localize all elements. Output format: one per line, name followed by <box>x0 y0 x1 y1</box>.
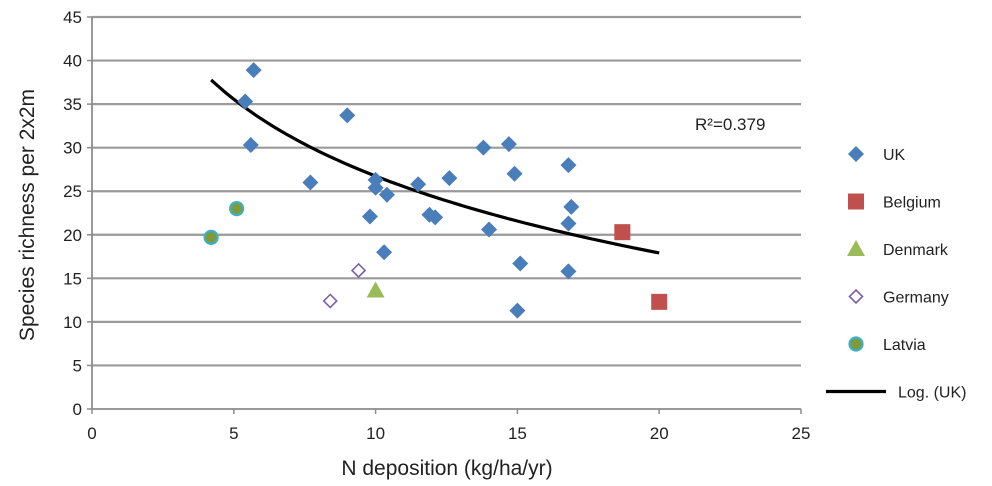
data-point-uk <box>509 302 526 319</box>
data-point-belgium <box>614 224 631 241</box>
data-point-germany <box>350 262 367 279</box>
axes <box>87 16 802 414</box>
x-tick-label: 25 <box>792 424 811 443</box>
y-tick-label: 0 <box>73 400 82 419</box>
data-point-uk <box>441 170 458 187</box>
data-point-latvia <box>203 229 219 245</box>
grid-lines <box>92 15 801 367</box>
data-points <box>203 62 668 319</box>
legend-swatch-belgium <box>848 193 864 210</box>
data-point-uk <box>560 263 577 280</box>
legend-label-log-uk: Log. (UK) <box>898 385 966 402</box>
data-point-uk <box>410 176 427 193</box>
data-point-uk <box>376 244 393 261</box>
x-axis-title: N deposition (kg/ha/yr) <box>341 457 552 480</box>
legend-label-latvia: Latvia <box>883 337 926 354</box>
legend-swatch-uk <box>848 146 864 162</box>
data-point-uk <box>481 221 498 238</box>
y-tick-label: 5 <box>73 356 82 375</box>
data-point-uk <box>237 93 254 110</box>
data-point-uk <box>563 198 580 215</box>
x-tick-label: 15 <box>508 424 527 443</box>
data-point-uk <box>302 174 319 191</box>
r-squared-annotation: R²=0.379 <box>695 115 765 134</box>
data-point-uk <box>475 139 492 156</box>
data-point-uk <box>361 208 378 225</box>
x-tick-label: 5 <box>229 424 238 443</box>
legend-label-belgium: Belgium <box>883 195 941 212</box>
legend-swatch-latvia <box>848 336 864 352</box>
legend-label-germany: Germany <box>883 290 949 307</box>
x-tick-label: 0 <box>87 424 96 443</box>
data-point-uk <box>242 137 259 154</box>
y-tick-label: 15 <box>63 269 82 288</box>
tick-labels: 0 5 10 15 20 25 30 35 40 45 0 5 10 15 20 25 <box>63 8 810 443</box>
x-tick-label: 10 <box>366 424 385 443</box>
data-point-denmark <box>366 281 385 298</box>
data-point-uk <box>512 255 529 272</box>
y-axis-title: Species richness per 2x2m <box>16 89 39 341</box>
legend-swatch-denmark <box>847 240 865 256</box>
y-tick-label: 10 <box>63 313 82 332</box>
y-tick-label: 25 <box>63 182 82 201</box>
legend: UK Belgium Denmark Germany Latvia Log. (UK) <box>826 146 966 402</box>
x-tick-label: 20 <box>650 424 669 443</box>
data-point-uk <box>367 179 384 196</box>
trendline <box>210 78 660 255</box>
legend-swatch-germany <box>848 288 864 305</box>
data-point-uk <box>560 157 577 174</box>
legend-label-uk: UK <box>883 147 906 164</box>
log-trendline <box>210 78 660 255</box>
data-point-uk <box>378 186 395 203</box>
data-point-uk <box>427 209 444 226</box>
y-tick-label: 45 <box>63 8 82 27</box>
y-tick-label: 35 <box>63 95 82 114</box>
y-tick-label: 30 <box>63 139 82 158</box>
data-point-uk <box>560 215 577 232</box>
y-tick-label: 20 <box>63 226 82 245</box>
y-tick-label: 40 <box>63 52 82 71</box>
data-point-belgium <box>651 293 668 310</box>
data-point-uk <box>506 165 523 182</box>
data-point-latvia <box>229 201 245 217</box>
data-point-germany <box>322 293 338 309</box>
data-point-uk <box>500 136 517 153</box>
legend-label-denmark: Denmark <box>883 242 949 259</box>
data-point-uk <box>339 107 356 124</box>
data-point-uk <box>245 62 262 79</box>
